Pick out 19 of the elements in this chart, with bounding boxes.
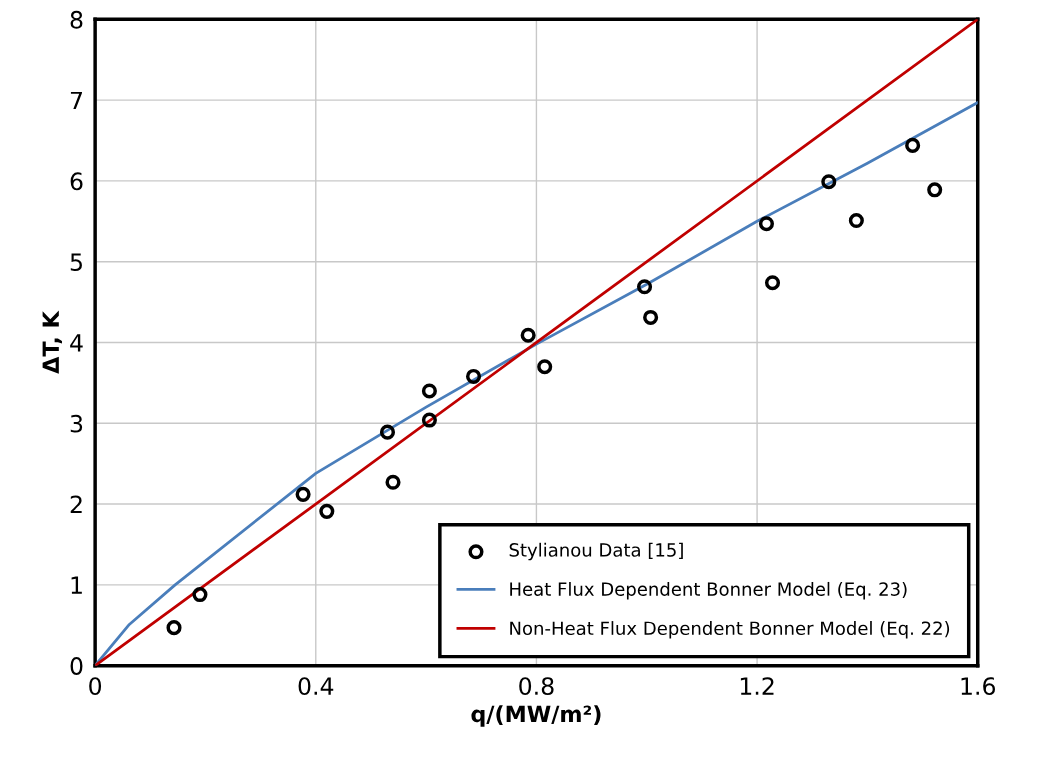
legend-label: Stylianou Data [15] — [509, 542, 683, 561]
y-axis-title: ΔT, K — [42, 310, 62, 374]
y-tick-label: 3 — [70, 414, 83, 433]
x-tick-label: 0.8 — [519, 677, 554, 696]
y-tick-label: 7 — [70, 91, 82, 110]
x-tick-label: 1.2 — [740, 677, 774, 695]
y-tick-label: 2 — [70, 495, 82, 514]
x-tick-label: 1.6 — [961, 677, 996, 696]
y-tick-label: 8 — [70, 10, 83, 29]
legend-label: Heat Flux Dependent Bonner Model (Eq. 23) — [510, 581, 907, 600]
y-tick-label: 5 — [70, 253, 82, 272]
x-tick-label: 0 — [89, 677, 102, 696]
y-tick-label: 4 — [70, 334, 83, 352]
y-tick-label: 6 — [70, 172, 83, 191]
y-tick-label: 0 — [70, 657, 83, 675]
x-axis-title: q/(MW/m²) — [471, 705, 601, 727]
x-tick-label: 0.4 — [298, 677, 334, 696]
legend-label: Non-Heat Flux Dependent Bonner Model (Eq. 22) — [510, 621, 950, 639]
y-tick-label: 1 — [71, 576, 82, 594]
